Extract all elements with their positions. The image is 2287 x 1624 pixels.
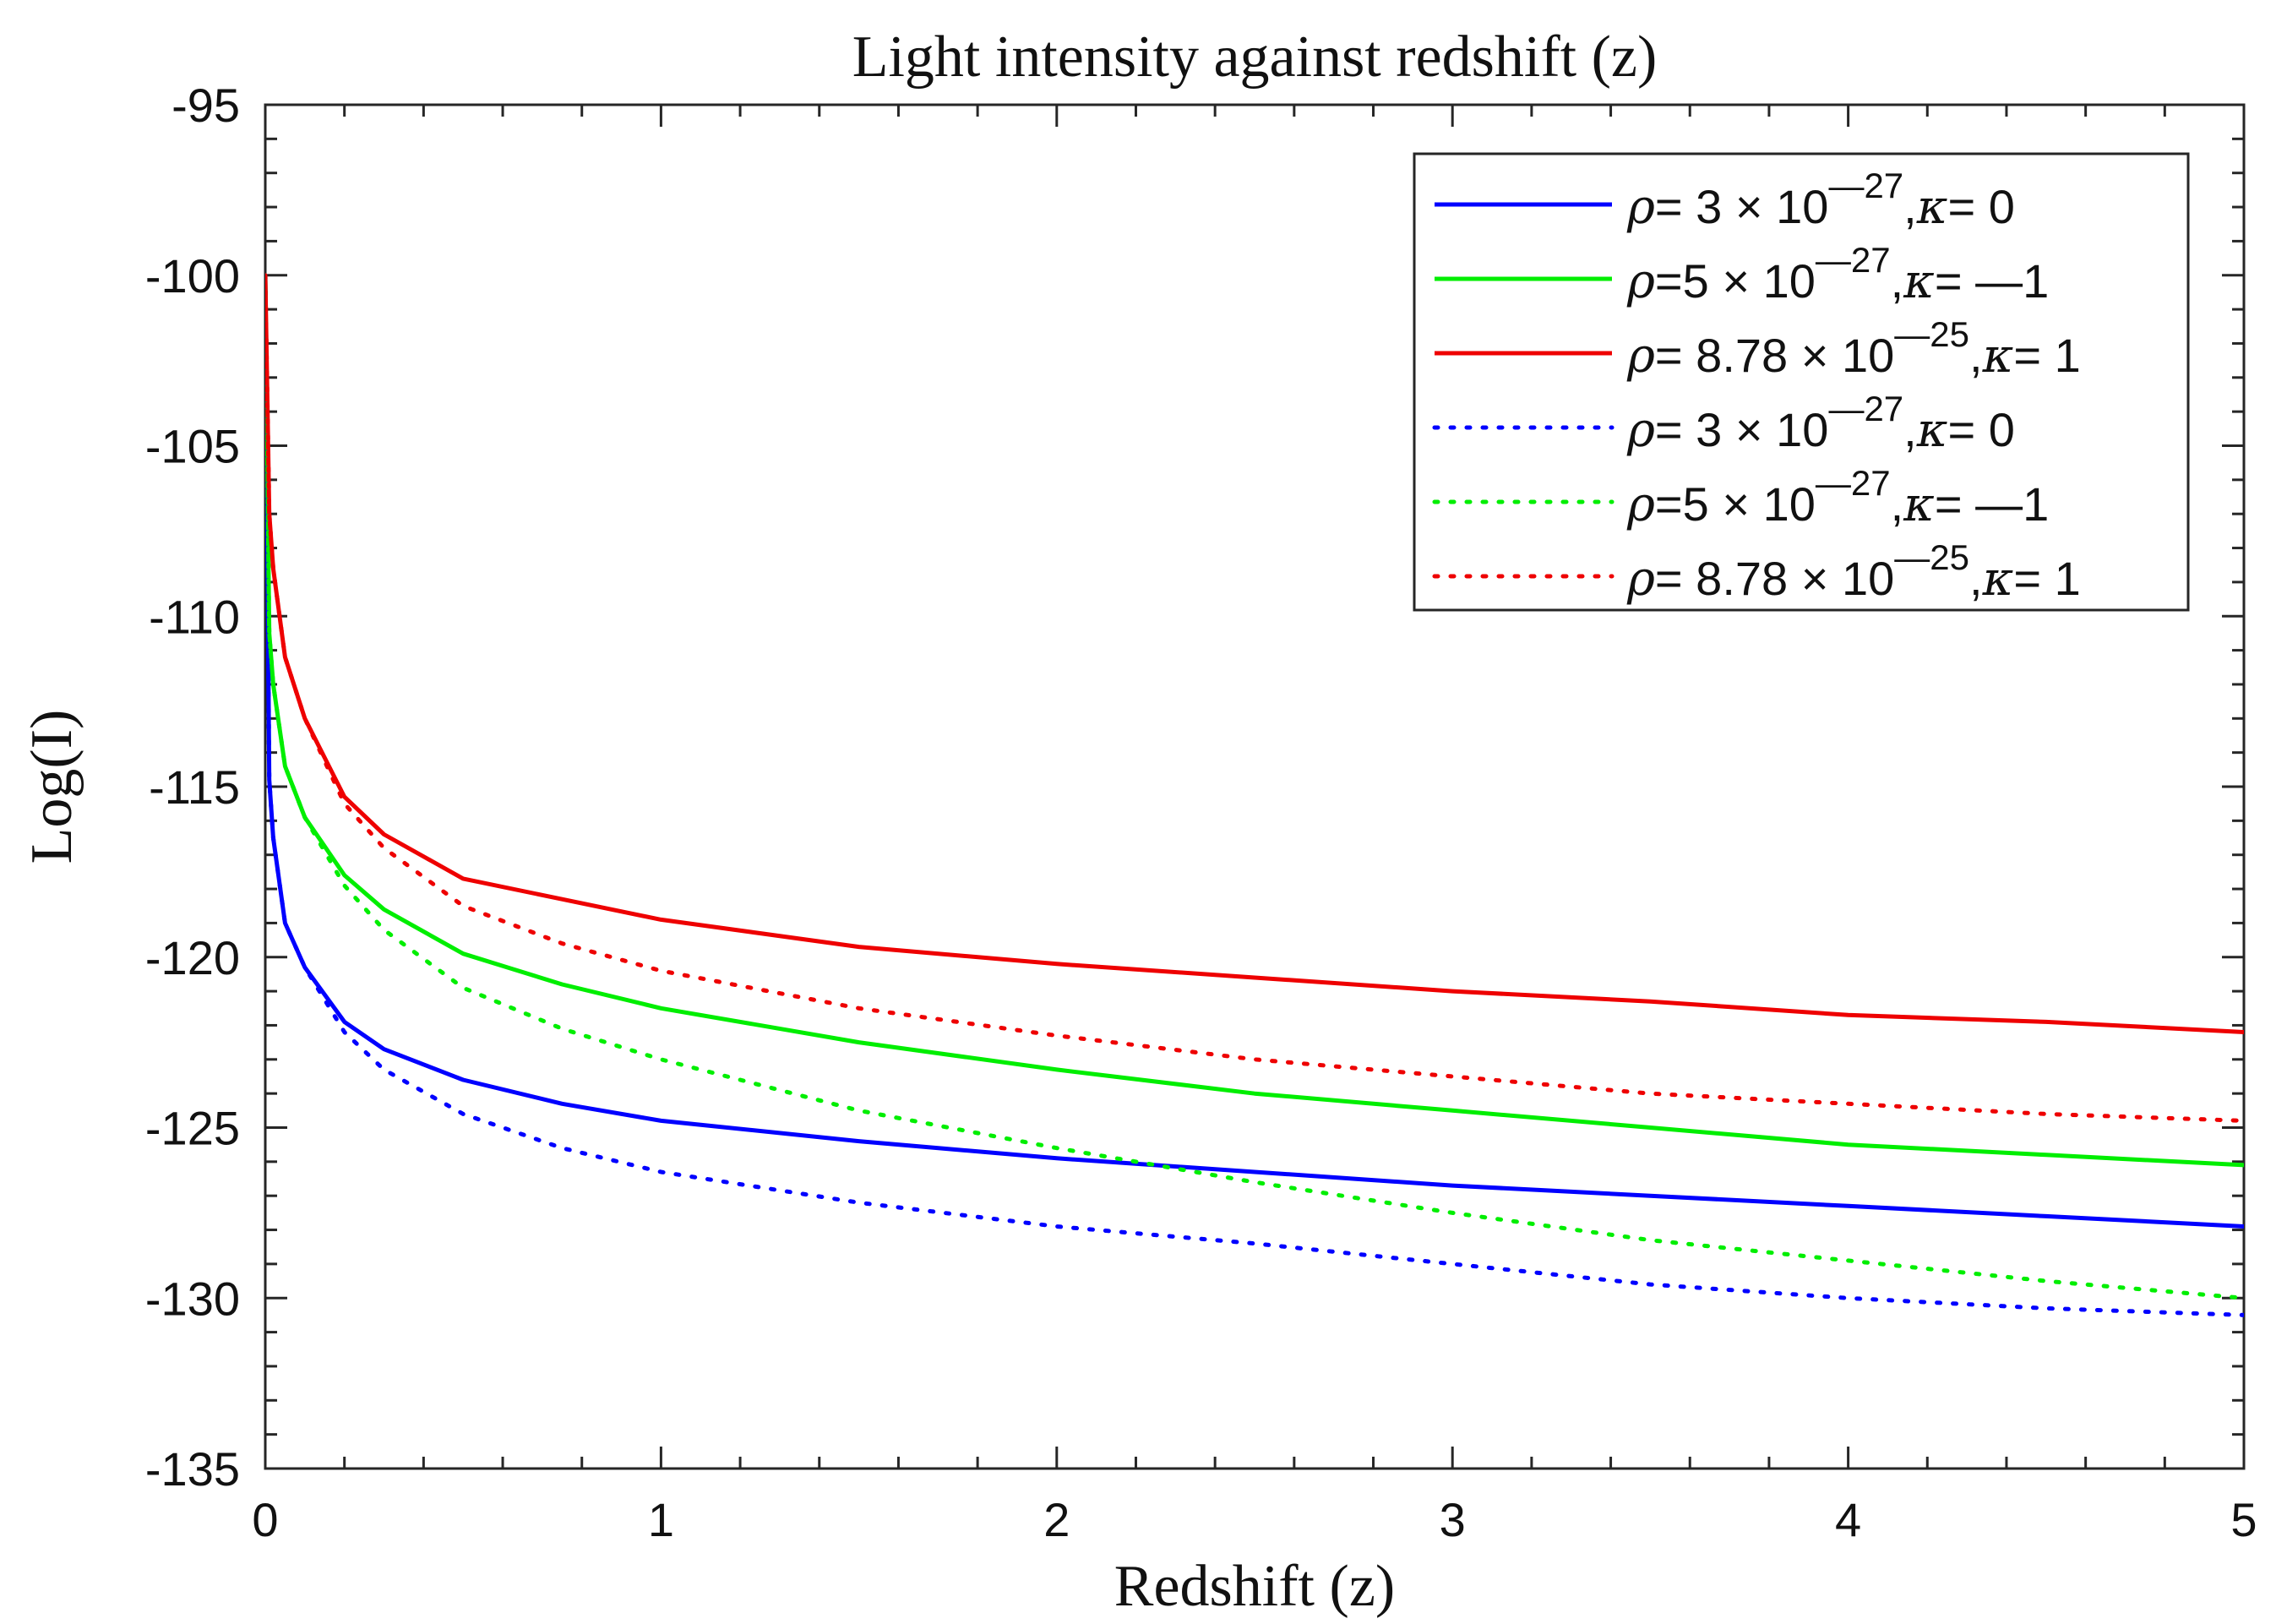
- series-line-6-dotted: [265, 273, 2244, 1123]
- y-tick-label: -100: [145, 249, 240, 302]
- legend-exponent: —25: [1894, 314, 1969, 354]
- legend-value: = 3 × 10: [1655, 180, 1829, 233]
- legend-exponent: —27: [1828, 166, 1903, 205]
- x-tick-label: 0: [252, 1493, 278, 1546]
- series-line-1-solid: [265, 275, 2244, 1229]
- legend-separator: ,: [1903, 180, 1917, 233]
- legend-kappa-value: = —1: [1935, 254, 2049, 308]
- legend-kappa-value: = 1: [2013, 329, 2080, 382]
- legend-value: = 8.78 × 10: [1655, 329, 1894, 382]
- legend-label-2: ρ=5 × 10—27,κ= —1: [1626, 240, 2049, 309]
- y-tick-label: -120: [145, 931, 240, 984]
- legend-box: [1413, 152, 2190, 612]
- legend-exponent: —27: [1816, 463, 1891, 503]
- legend-value: =5 × 10: [1655, 254, 1816, 308]
- legend-label-5: ρ=5 × 10—27,κ= —1: [1626, 463, 2049, 532]
- legend-rho: ρ: [1626, 180, 1655, 235]
- x-tick-label: 1: [648, 1493, 674, 1546]
- legend-kappa: κ: [1916, 403, 1948, 458]
- y-tick-label: -95: [172, 79, 240, 132]
- legend-value: = 3 × 10: [1655, 403, 1829, 456]
- y-tick-label: -115: [149, 760, 240, 814]
- legend-kappa: κ: [1916, 180, 1948, 235]
- legend-label-4: ρ= 3 × 10—27,κ= 0: [1626, 389, 2015, 458]
- legend-kappa-value: = 0: [1947, 180, 2014, 233]
- legend-kappa: κ: [1903, 254, 1935, 309]
- y-axis: -95 -100 -105 -110 -115 -120 -125 -130 -135: [145, 79, 2244, 1496]
- legend-value: =5 × 10: [1655, 477, 1816, 531]
- legend-kappa-value: = —1: [1935, 477, 2049, 531]
- legend-rho: ρ: [1626, 552, 1655, 607]
- x-axis-label: Redshift (z): [1114, 1554, 1395, 1619]
- legend-separator: ,: [1969, 329, 1983, 382]
- legend-kappa: κ: [1903, 477, 1935, 532]
- y-tick-label: -110: [149, 590, 240, 643]
- legend-kappa-value: = 0: [1947, 403, 2014, 456]
- x-tick-label: 4: [1835, 1493, 1861, 1546]
- legend-rho: ρ: [1626, 477, 1655, 532]
- x-tick-label: 5: [2230, 1493, 2257, 1546]
- legend-value: = 8.78 × 10: [1655, 552, 1894, 605]
- legend-exponent: —27: [1828, 389, 1903, 428]
- y-tick-label: -105: [145, 420, 240, 473]
- y-axis-label: Log(I): [19, 710, 84, 864]
- legend-rho: ρ: [1626, 403, 1655, 458]
- x-axis: 0 1 2 3 4 5: [252, 105, 2257, 1546]
- series-line-4-dotted: [265, 273, 2244, 1317]
- legend-label-1: ρ= 3 × 10—27,κ= 0: [1626, 166, 2015, 235]
- y-tick-label: -135: [145, 1442, 240, 1496]
- legend-kappa: κ: [1982, 329, 2014, 384]
- x-tick-label: 2: [1043, 1493, 1070, 1546]
- legend-rho: ρ: [1626, 329, 1655, 384]
- legend-kappa-value: = 1: [2013, 552, 2080, 605]
- x-tick-label: 3: [1440, 1493, 1466, 1546]
- legend-label-6: ρ= 8.78 × 10—25,κ= 1: [1626, 537, 2081, 607]
- legend-separator: ,: [1969, 552, 1983, 605]
- legend: ρ= 3 × 10—27,κ= 0ρ=5 × 10—27,κ= —1ρ= 8.7…: [1413, 152, 2190, 612]
- legend-rho: ρ: [1626, 254, 1655, 309]
- legend-separator: ,: [1891, 477, 1904, 531]
- chart-title: Light intensity against redshift (z): [852, 25, 1658, 90]
- y-tick-label: -130: [145, 1272, 240, 1325]
- legend-label-3: ρ= 8.78 × 10—25,κ= 1: [1626, 314, 2081, 384]
- legend-separator: ,: [1891, 254, 1904, 308]
- y-tick-label: -125: [145, 1102, 240, 1155]
- legend-exponent: —25: [1894, 537, 1969, 577]
- legend-kappa: κ: [1982, 552, 2014, 607]
- legend-exponent: —27: [1816, 240, 1891, 280]
- series-layer: [265, 273, 2244, 1317]
- series-line-2-solid: [265, 275, 2244, 1168]
- legend-separator: ,: [1903, 403, 1917, 456]
